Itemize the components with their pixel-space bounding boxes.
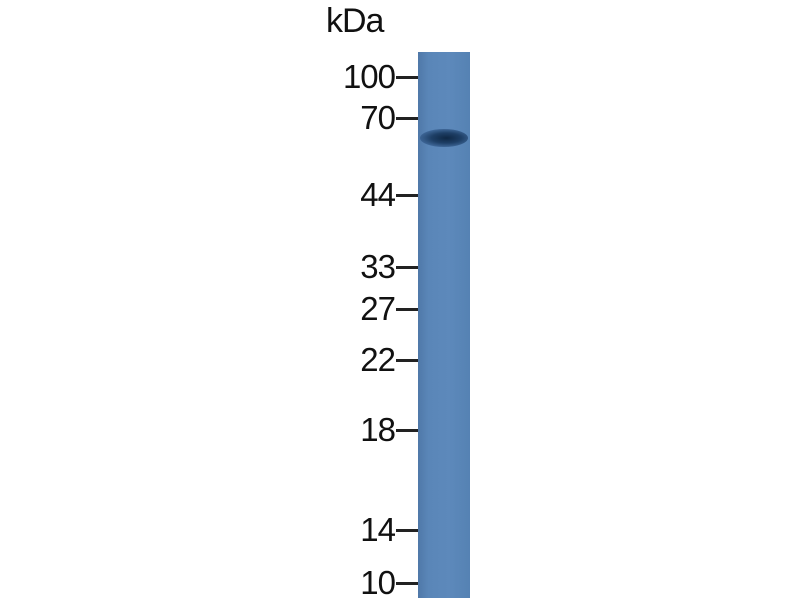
marker-tick — [396, 265, 418, 269]
marker-33: 33 — [300, 248, 418, 285]
protein-band — [420, 129, 468, 148]
marker-10: 10 — [300, 564, 418, 601]
marker-tick — [396, 358, 418, 362]
marker-27: 27 — [300, 290, 418, 327]
marker-44: 44 — [300, 176, 418, 213]
marker-tick — [396, 116, 418, 120]
marker-tick — [396, 75, 418, 79]
marker-tick — [396, 581, 418, 585]
marker-tick — [396, 193, 418, 197]
marker-tick — [396, 528, 418, 532]
unit-label: kDa — [326, 2, 384, 40]
marker-label: 33 — [360, 248, 396, 285]
marker-14: 14 — [300, 511, 418, 548]
marker-label: 14 — [360, 511, 396, 548]
marker-70: 70 — [300, 99, 418, 136]
marker-tick — [396, 428, 418, 432]
marker-label: 10 — [360, 564, 396, 601]
marker-label: 70 — [360, 99, 396, 136]
marker-100: 100 — [300, 58, 418, 95]
marker-22: 22 — [300, 341, 418, 378]
marker-18: 18 — [300, 411, 418, 448]
blot-lane — [418, 52, 470, 598]
marker-label: 44 — [360, 176, 396, 213]
marker-tick — [396, 307, 418, 311]
marker-label: 22 — [360, 341, 396, 378]
marker-label: 27 — [360, 290, 396, 327]
marker-label: 18 — [360, 411, 396, 448]
marker-label: 100 — [342, 58, 396, 95]
